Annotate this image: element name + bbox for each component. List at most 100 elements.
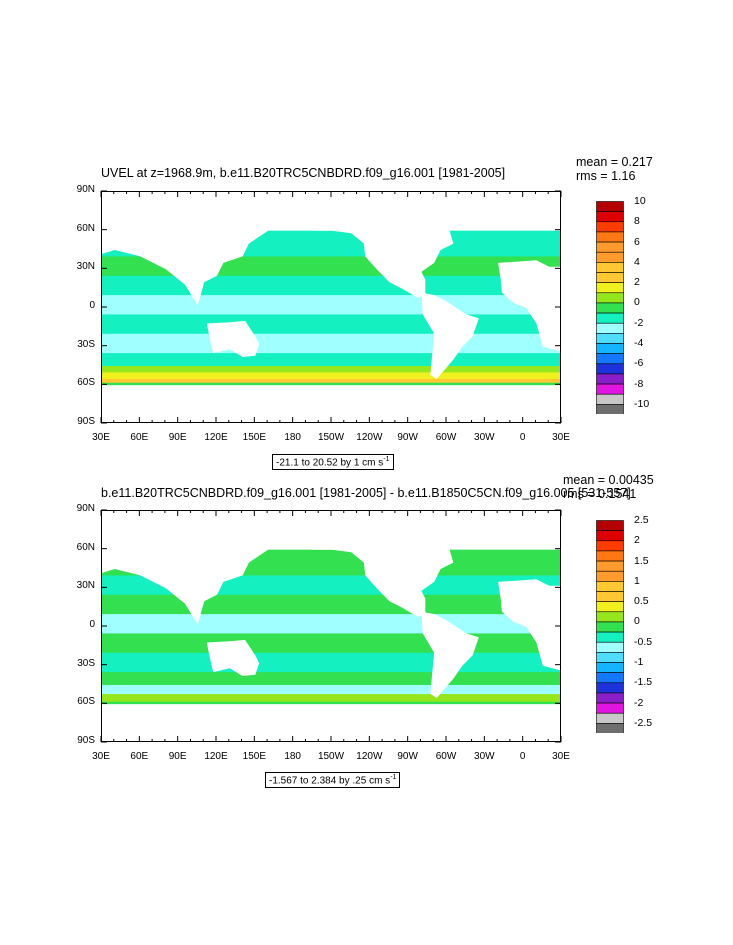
colorbar-swatch bbox=[596, 211, 624, 223]
lat-tick-label: 0 bbox=[89, 619, 95, 630]
lon-tick-label: 150E bbox=[242, 432, 266, 443]
colorbar-swatch bbox=[596, 672, 624, 684]
colorbar-swatch bbox=[596, 641, 624, 653]
land-mask bbox=[498, 579, 560, 671]
map-plot bbox=[101, 191, 561, 423]
lat-tick-label: 60S bbox=[77, 377, 95, 389]
lon-tick-label: 150W bbox=[317, 751, 345, 762]
colorbar-tick-label: 1 bbox=[634, 574, 640, 587]
land-mask bbox=[434, 204, 499, 229]
lat-tick-label: 60S bbox=[77, 696, 95, 708]
contour-range-label: -1.567 to 2.384 by .25 cm s-1 bbox=[265, 772, 401, 789]
field-band bbox=[102, 594, 560, 615]
land-mask bbox=[102, 211, 313, 306]
colorbar-swatch bbox=[596, 363, 624, 375]
plot-title: b.e11.B20TRC5CNBDRD.f09_g16.001 [1981-20… bbox=[101, 486, 631, 500]
lon-tick-label: 180 bbox=[284, 432, 301, 443]
colorbar-tick-label: -2.5 bbox=[634, 716, 653, 729]
colorbar-swatch bbox=[596, 241, 624, 253]
lon-tick-label: 180 bbox=[284, 751, 301, 762]
lon-tick-label: 90W bbox=[397, 432, 418, 443]
colorbar-swatch bbox=[596, 292, 624, 304]
colorbar-swatch bbox=[596, 560, 624, 572]
colorbar-swatch bbox=[596, 231, 624, 243]
colorbar-tick-label: 2.5 bbox=[634, 514, 649, 526]
colorbar-swatch bbox=[596, 540, 624, 552]
lat-tick-label: 30N bbox=[76, 261, 95, 273]
colorbar-swatch bbox=[596, 404, 624, 414]
lon-tick-label: 90W bbox=[397, 751, 418, 762]
land-mask bbox=[434, 523, 499, 548]
colorbar-tick-label: -0.5 bbox=[634, 635, 653, 648]
map-plot bbox=[101, 510, 561, 742]
colorbar-swatch bbox=[596, 520, 624, 531]
ocean-field bbox=[102, 511, 560, 741]
contour-range-label: -21.1 to 20.52 by 1 cm s-1 bbox=[272, 454, 394, 471]
lon-tick-label: 60E bbox=[130, 432, 149, 443]
lat-tick-label: 90N bbox=[76, 503, 95, 514]
lat-tick-label: 30N bbox=[76, 580, 95, 592]
lon-tick-label: 60W bbox=[435, 751, 457, 762]
field-band bbox=[102, 382, 560, 386]
colorbar-tick-label: 0 bbox=[634, 296, 640, 309]
colorbar-swatch bbox=[596, 312, 624, 324]
colorbar-tick-label: 6 bbox=[634, 235, 640, 248]
colorbar-tick-label: 2 bbox=[634, 276, 640, 289]
land-mask bbox=[421, 611, 479, 698]
colorbar-tick-label: -6 bbox=[634, 357, 644, 370]
axis-ticks bbox=[100, 509, 562, 743]
lon-tick-label: 30E bbox=[552, 751, 570, 762]
land-mask bbox=[102, 704, 560, 741]
lon-tick-label: 30E bbox=[552, 432, 570, 443]
colorbar-swatch bbox=[596, 530, 624, 542]
colorbar-tick-label: -4 bbox=[634, 337, 644, 349]
lon-tick-label: 30W bbox=[474, 751, 495, 762]
lon-tick-label: 90E bbox=[168, 751, 187, 762]
lon-tick-label: 120W bbox=[356, 751, 383, 762]
colorbar-tick-label: -10 bbox=[634, 397, 650, 410]
lon-tick-label: 120E bbox=[204, 751, 228, 762]
ocean-field bbox=[102, 192, 560, 422]
colorbar-tick-label: -8 bbox=[634, 377, 644, 390]
lat-tick-label: 90N bbox=[76, 184, 95, 195]
lon-tick-label: 60W bbox=[435, 432, 457, 443]
land-mask bbox=[206, 320, 260, 357]
colorbar-tick-label: 10 bbox=[634, 195, 646, 207]
panel-difference: b.e11.B20TRC5CNBDRD.f09_g16.001 [1981-20… bbox=[0, 470, 733, 800]
colorbar-tick-label: 0 bbox=[634, 615, 640, 628]
lat-tick-label: 60N bbox=[76, 222, 95, 234]
axis-ticks bbox=[100, 190, 562, 424]
colorbar-swatch bbox=[596, 373, 624, 385]
colorbar-swatch bbox=[596, 302, 624, 314]
colorbar-swatch bbox=[596, 262, 624, 273]
stats-block: mean = 0.217 rms = 1.16 bbox=[576, 155, 653, 183]
rms-label: rms = 1.16 bbox=[576, 169, 636, 183]
colorbar-swatch bbox=[596, 570, 624, 582]
stats-block: mean = 0.00435 rms = 0.1541 bbox=[563, 473, 654, 501]
colorbar-swatch bbox=[596, 322, 624, 334]
field-band bbox=[102, 701, 560, 705]
lat-tick-label: 90S bbox=[77, 735, 95, 746]
land-mask bbox=[312, 215, 454, 298]
colorbar-tick-label: 2 bbox=[634, 534, 640, 547]
colorbar-swatch bbox=[596, 251, 624, 263]
field-band bbox=[102, 694, 560, 703]
land-mask bbox=[102, 530, 313, 625]
colorbar-swatch bbox=[596, 581, 624, 592]
lon-tick-label: 60E bbox=[130, 751, 149, 762]
mean-label: mean = 0.217 bbox=[576, 155, 653, 169]
lon-tick-label: 0 bbox=[519, 432, 526, 443]
colorbar-tick-label: -2 bbox=[634, 696, 644, 709]
colorbar-swatch bbox=[596, 702, 624, 714]
lon-tick-label: 0 bbox=[519, 751, 526, 762]
colorbar-tick-label: -1 bbox=[634, 656, 644, 668]
colorbar-tick-label: 8 bbox=[634, 215, 640, 228]
colorbar-swatch bbox=[596, 282, 624, 294]
colorbar-swatch bbox=[596, 692, 624, 704]
colorbar-swatch bbox=[596, 550, 624, 562]
colorbar-swatch bbox=[596, 682, 624, 694]
field-band bbox=[102, 275, 560, 296]
colorbar-swatch bbox=[596, 343, 624, 354]
rms-label: rms = 0.1541 bbox=[563, 487, 637, 501]
colorbar-swatch bbox=[596, 601, 624, 613]
